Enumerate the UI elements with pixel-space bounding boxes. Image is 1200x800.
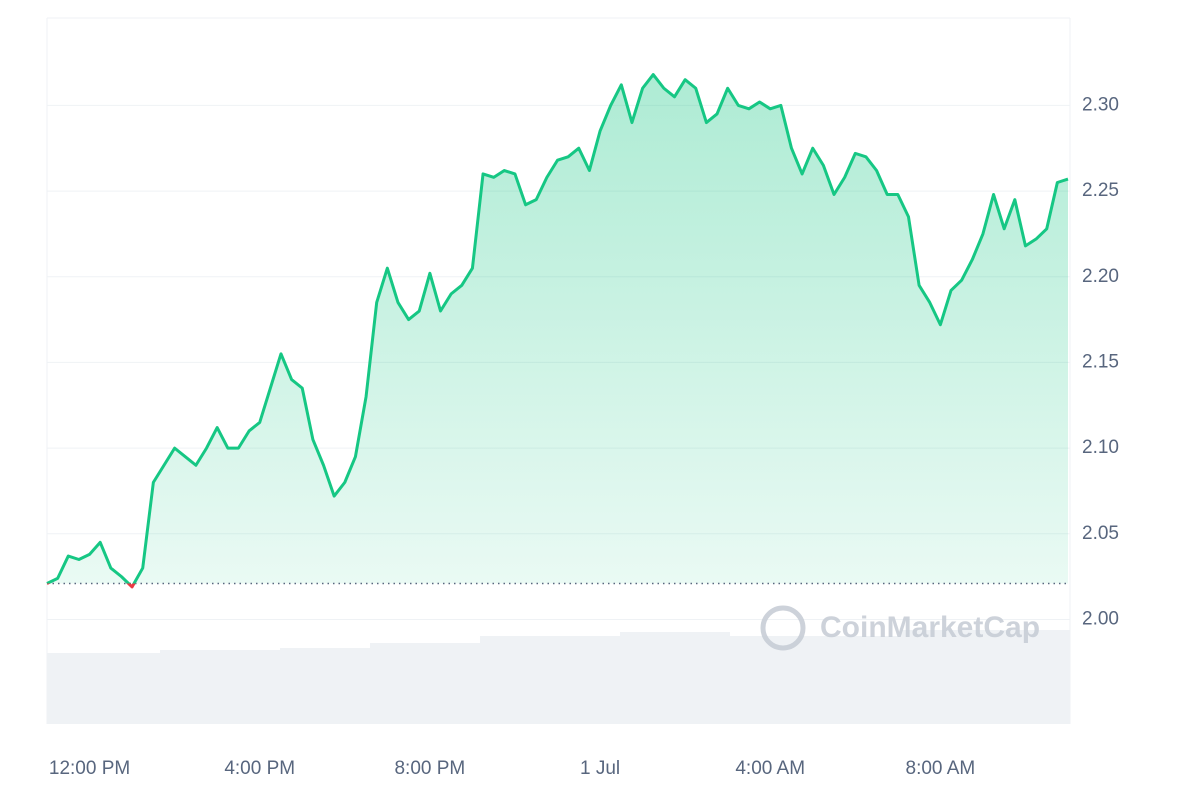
watermark-group: CoinMarketCap	[760, 605, 1040, 651]
y-tick-label: 2.00	[1082, 608, 1119, 629]
x-tick-label: 8:00 PM	[394, 758, 465, 779]
x-tick-label: 4:00 PM	[224, 758, 295, 779]
x-tick-label: 4:00 AM	[735, 758, 805, 779]
y-tick-label: 2.25	[1082, 180, 1119, 201]
price-line	[46, 73, 1069, 584]
watermark-logo	[760, 605, 806, 651]
x-tick-label: 1 Jul	[580, 758, 620, 779]
volume-area	[47, 630, 1070, 724]
y-tick-label: 2.05	[1082, 523, 1119, 544]
y-tick-label: 2.10	[1082, 437, 1119, 458]
y-tick-label: 2.15	[1082, 351, 1119, 372]
x-tick-label: 8:00 AM	[906, 758, 976, 779]
watermark: CoinMarketCap	[820, 611, 1040, 644]
price-area	[47, 74, 1068, 584]
x-tick-label: 12:00 PM	[49, 758, 130, 779]
y-tick-label: 2.30	[1082, 94, 1119, 115]
y-tick-label: 2.20	[1082, 266, 1119, 287]
